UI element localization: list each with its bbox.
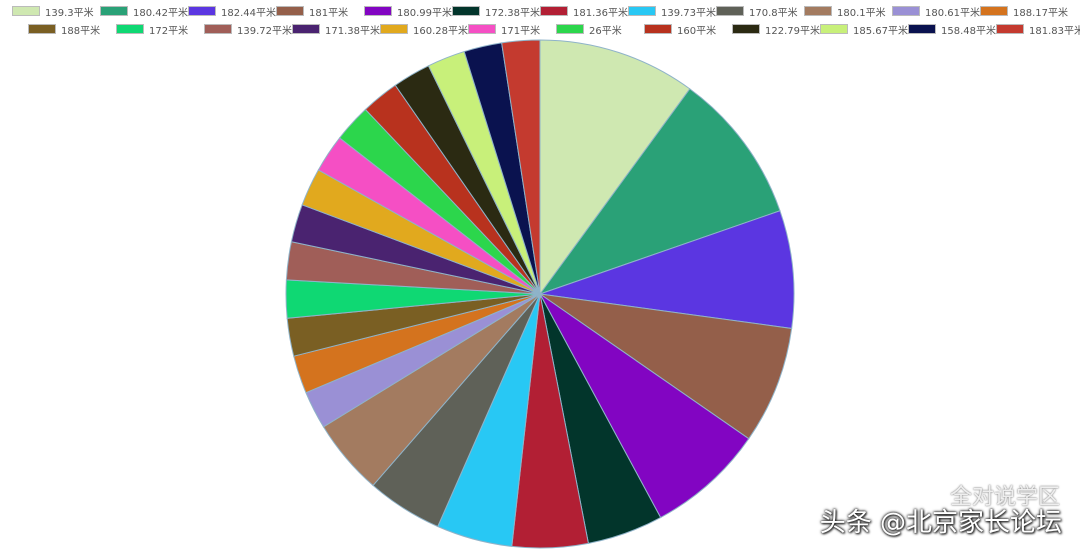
legend-swatch (892, 6, 920, 16)
legend-item[interactable]: 188.17平米 (980, 4, 1068, 19)
pie-slice[interactable] (538, 88, 781, 295)
legend-label: 172.38平米 (485, 7, 540, 19)
legend-item[interactable]: 181.36平米 (540, 4, 628, 19)
legend-swatch (556, 24, 584, 34)
legend-swatch (908, 24, 936, 34)
legend-label: 160平米 (677, 25, 717, 37)
pie-slice[interactable] (539, 293, 750, 519)
pie-slice[interactable] (539, 293, 793, 440)
legend-item[interactable]: 171.38平米 (292, 22, 380, 37)
legend-item[interactable]: 172.38平米 (452, 4, 540, 19)
legend-item[interactable]: 122.79平米 (732, 22, 820, 37)
legend-swatch (820, 24, 848, 34)
legend-item[interactable]: 180.99平米 (364, 4, 452, 19)
legend-label: 181.36平米 (573, 7, 628, 19)
legend-swatch (116, 24, 144, 34)
legend-label: 171平米 (501, 25, 541, 37)
legend-swatch (468, 24, 496, 34)
legend-label: 139.72平米 (237, 25, 292, 37)
legend-label: 171.38平米 (325, 25, 380, 37)
legend-label: 180.61平米 (925, 7, 980, 19)
legend-item[interactable]: 139.3平米 (12, 4, 94, 19)
legend-swatch (204, 24, 232, 34)
pie-slices (285, 39, 795, 549)
legend-swatch (804, 6, 832, 16)
legend-swatch (716, 6, 744, 16)
legend-label: 172平米 (149, 25, 189, 37)
legend-label: 170.8平米 (749, 7, 798, 19)
legend-item[interactable]: 182.44平米 (188, 4, 276, 19)
legend-swatch (380, 24, 408, 34)
legend-swatch (628, 6, 656, 16)
legend-label: 188.17平米 (1013, 7, 1068, 19)
legend-swatch (452, 6, 480, 16)
legend-label: 182.44平米 (221, 7, 276, 19)
legend-label: 158.48平米 (941, 25, 996, 37)
legend-swatch (540, 6, 568, 16)
legend-label: 188平米 (61, 25, 101, 37)
legend-item[interactable]: 158.48平米 (908, 22, 996, 37)
watermark-account: 全对说学区 (949, 485, 1060, 510)
legend-label: 160.28平米 (413, 25, 468, 37)
legend-swatch (292, 24, 320, 34)
legend-item[interactable]: 180.42平米 (100, 4, 188, 19)
legend-item[interactable]: 139.72平米 (204, 22, 292, 37)
legend-swatch (732, 24, 760, 34)
legend-item[interactable]: 160平米 (644, 22, 717, 37)
legend-item[interactable]: 180.1平米 (804, 4, 886, 19)
legend-label: 181平米 (309, 7, 349, 19)
legend-swatch (188, 6, 216, 16)
legend-item[interactable]: 139.73平米 (628, 4, 716, 19)
legend-item[interactable]: 26平米 (556, 22, 622, 37)
legend-label: 122.79平米 (765, 25, 820, 37)
legend-swatch (100, 6, 128, 16)
legend-label: 139.73平米 (661, 7, 716, 19)
legend-item[interactable]: 160.28平米 (380, 22, 468, 37)
legend-label: 185.67平米 (853, 25, 908, 37)
legend-label: 139.3平米 (45, 7, 94, 19)
chart-legend: 139.3平米 180.42平米 182.44平米 181平米 180.99平米 172.… (0, 0, 1080, 40)
watermark-source: 头条 @北京家长论坛 (819, 508, 1062, 538)
legend-label: 181.83平米 (1029, 25, 1080, 37)
legend-item[interactable]: 181.83平米 (996, 22, 1080, 37)
legend-item[interactable]: 170.8平米 (716, 4, 798, 19)
legend-swatch (996, 24, 1024, 34)
legend-swatch (12, 6, 40, 16)
pie-slice[interactable] (539, 210, 795, 330)
legend-item[interactable]: 185.67平米 (820, 22, 908, 37)
legend-swatch (644, 24, 672, 34)
legend-item[interactable]: 172平米 (116, 22, 189, 37)
legend-item[interactable]: 171平米 (468, 22, 541, 37)
legend-label: 26平米 (589, 25, 622, 37)
legend-swatch (276, 6, 304, 16)
legend-item[interactable]: 188平米 (28, 22, 101, 37)
legend-item[interactable]: 180.61平米 (892, 4, 980, 19)
legend-swatch (980, 6, 1008, 16)
pie-slice[interactable] (501, 39, 541, 295)
legend-swatch (28, 24, 56, 34)
legend-swatch (364, 6, 392, 16)
legend-label: 180.1平米 (837, 7, 886, 19)
legend-item[interactable]: 181平米 (276, 4, 349, 19)
legend-label: 180.42平米 (133, 7, 188, 19)
pie-slice[interactable] (539, 39, 691, 296)
legend-label: 180.99平米 (397, 7, 452, 19)
